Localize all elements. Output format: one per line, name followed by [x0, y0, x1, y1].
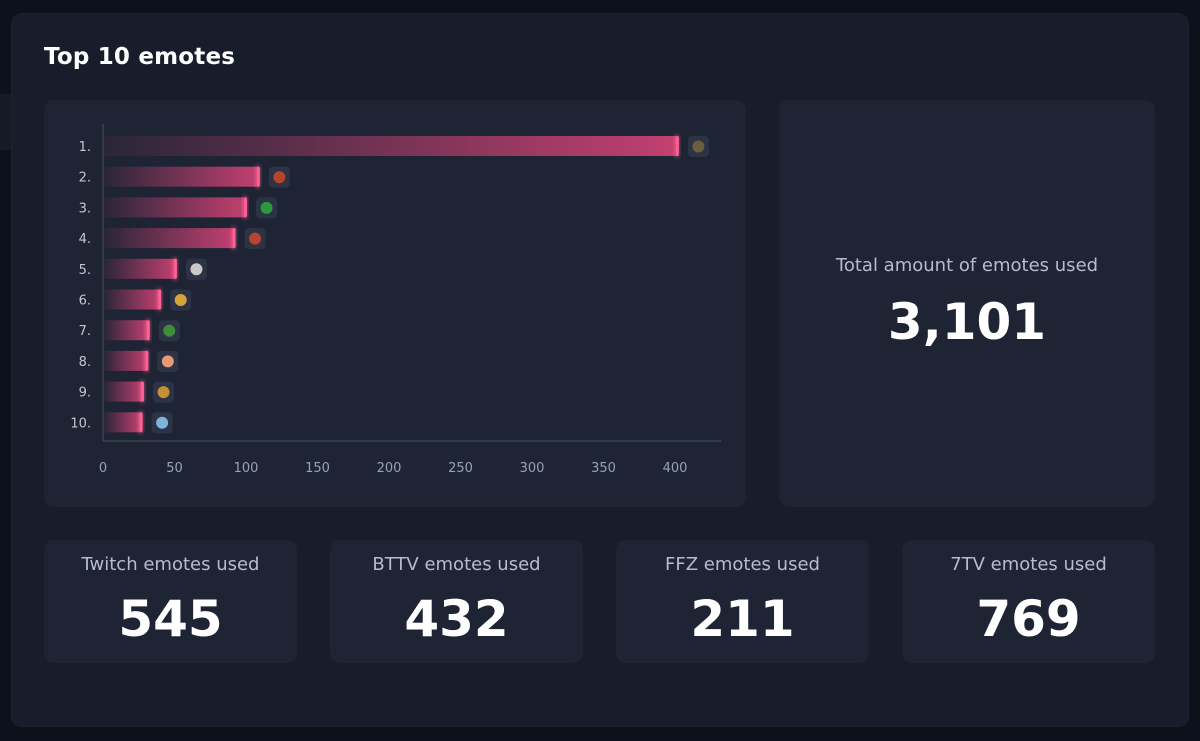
total-emotes-label: Total amount of emotes used: [835, 255, 1099, 276]
bar-7: [104, 320, 149, 341]
twitch-emotes-card: Twitch emotes used 545: [44, 540, 297, 663]
panel-title: Top 10 emotes: [44, 44, 236, 70]
bar-cap-5: [173, 258, 177, 279]
bar-2: [104, 166, 259, 187]
x-tick-0: 0: [99, 461, 107, 476]
x-tick-250: 250: [448, 461, 473, 476]
top-emotes-panel: Top 10 emotes 1. 2. 3. 4. 5. 6. 7. 8. 9. 10. 0 50 10…: [12, 14, 1188, 726]
bar-10: [104, 412, 142, 433]
x-tick-300: 300: [520, 461, 545, 476]
bar-cap-8: [145, 350, 149, 371]
bar-8: [104, 350, 148, 371]
bar-9: [104, 381, 144, 402]
rank-label-7: 7.: [79, 324, 91, 339]
bar-1: [104, 136, 678, 156]
rank-label-2: 2.: [79, 171, 91, 186]
emote-bar-chart-card: 1. 2. 3. 4. 5. 6. 7. 8. 9. 10. 0 50 100 150 200 250 300 3…: [44, 100, 746, 507]
bar-cap-1: [675, 136, 679, 156]
bar-5: [104, 258, 176, 279]
x-tick-200: 200: [377, 461, 402, 476]
emote-icon-1: [692, 140, 705, 153]
x-tick-350: 350: [591, 461, 616, 476]
rank-label-1: 1.: [79, 140, 91, 155]
emote-icon-2: [273, 171, 286, 184]
rank-label-3: 3.: [79, 201, 91, 216]
bar-cap-3: [244, 197, 247, 218]
emote-icon-4: [249, 232, 262, 245]
7tv-emotes-value: 769: [976, 590, 1081, 648]
emote-icon-5: [190, 263, 203, 276]
rank-label-10: 10.: [70, 416, 91, 431]
bar-6: [104, 289, 161, 310]
x-tick-100: 100: [234, 461, 259, 476]
twitch-emotes-label: Twitch emotes used: [81, 554, 260, 575]
ffz-emotes-card: FFZ emotes used 211: [616, 540, 869, 663]
emote-icon-10: [156, 416, 169, 429]
7tv-emotes-label: 7TV emotes used: [950, 554, 1107, 575]
bar-cap-4: [232, 228, 236, 249]
x-tick-400: 400: [663, 461, 688, 476]
emote-icon-6: [174, 294, 187, 306]
bar-cap-7: [146, 320, 150, 341]
x-tick-50: 50: [166, 461, 183, 476]
rank-label-9: 9.: [79, 386, 91, 401]
rank-label-6: 6.: [79, 294, 91, 309]
background-strip: [0, 94, 12, 150]
emote-bar-chart: 1. 2. 3. 4. 5. 6. 7. 8. 9. 10. 0 50 100 150 200 250 300 3…: [70, 124, 721, 476]
rank-label-5: 5.: [79, 263, 91, 278]
emote-icon-8: [161, 355, 174, 368]
emote-icon-7: [163, 324, 176, 337]
emote-icon-3: [260, 201, 273, 214]
bar-4: [104, 228, 235, 249]
total-emotes-card: Total amount of emotes used 3,101: [779, 100, 1155, 507]
bar-cap-9: [141, 381, 145, 402]
ffz-emotes-label: FFZ emotes used: [665, 554, 820, 575]
twitch-emotes-value: 545: [118, 590, 223, 648]
bar-cap-2: [256, 166, 260, 187]
bttv-emotes-label: BTTV emotes used: [372, 554, 541, 575]
7tv-emotes-card: 7TV emotes used 769: [902, 540, 1155, 663]
total-emotes-value: 3,101: [887, 293, 1047, 351]
ffz-emotes-value: 211: [690, 590, 795, 648]
bar-3: [104, 197, 246, 218]
rank-label-8: 8.: [79, 355, 91, 370]
x-tick-150: 150: [305, 461, 330, 476]
emote-icon-9: [157, 386, 170, 399]
bar-cap-10: [139, 412, 143, 433]
bttv-emotes-value: 432: [404, 590, 509, 648]
rank-label-4: 4.: [79, 232, 91, 247]
bar-cap-6: [158, 289, 162, 310]
bttv-emotes-card: BTTV emotes used 432: [330, 540, 583, 663]
